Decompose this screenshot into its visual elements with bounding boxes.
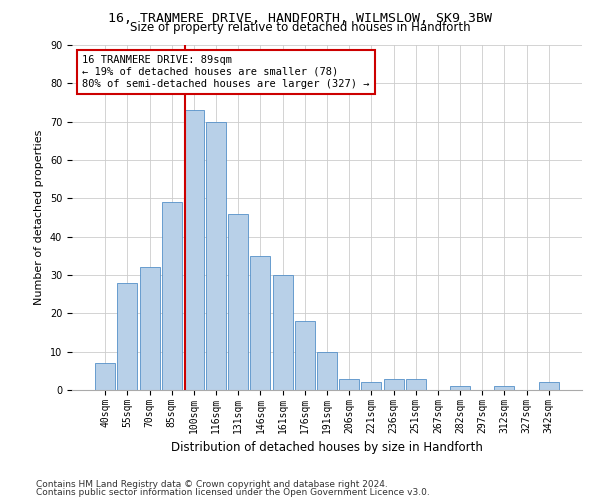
Bar (295, 321, 315, 390)
Bar (118, 282, 137, 390)
Text: Contains HM Land Registry data © Crown copyright and database right 2024.: Contains HM Land Registry data © Crown c… (36, 480, 388, 489)
Bar (228, 214, 248, 390)
Text: 16, TRANMERE DRIVE, HANDFORTH, WILMSLOW, SK9 3BW: 16, TRANMERE DRIVE, HANDFORTH, WILMSLOW,… (108, 12, 492, 24)
X-axis label: Distribution of detached houses by size in Handforth: Distribution of detached houses by size … (171, 441, 483, 454)
Bar (184, 110, 204, 390)
Bar (206, 122, 226, 390)
Bar (250, 256, 271, 390)
Bar (383, 378, 404, 390)
Bar (450, 386, 470, 390)
Bar (162, 202, 182, 390)
Bar (140, 268, 160, 390)
Y-axis label: Number of detached properties: Number of detached properties (34, 130, 44, 305)
Bar (539, 382, 559, 390)
Bar (494, 386, 514, 390)
Text: Size of property relative to detached houses in Handforth: Size of property relative to detached ho… (130, 22, 470, 35)
Bar (339, 378, 359, 390)
Bar (95, 363, 115, 390)
Bar (272, 275, 293, 390)
Text: 16 TRANMERE DRIVE: 89sqm
← 19% of detached houses are smaller (78)
80% of semi-d: 16 TRANMERE DRIVE: 89sqm ← 19% of detach… (82, 56, 370, 88)
Bar (361, 382, 382, 390)
Bar (406, 378, 426, 390)
Text: Contains public sector information licensed under the Open Government Licence v3: Contains public sector information licen… (36, 488, 430, 497)
Bar (317, 352, 337, 390)
